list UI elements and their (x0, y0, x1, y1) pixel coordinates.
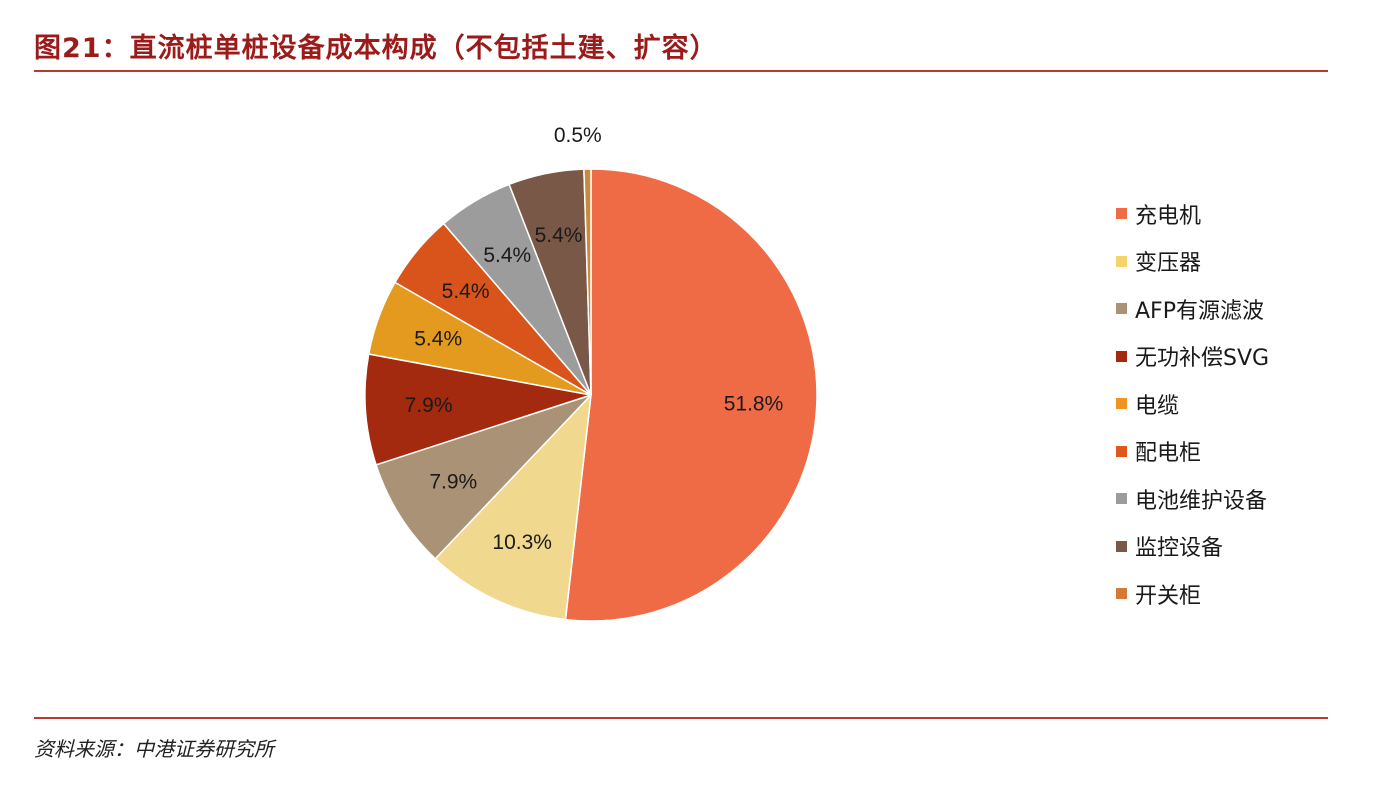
legend-item: 开关柜 (1116, 570, 1269, 618)
slice-data-label: 5.4% (442, 280, 490, 303)
pie-slice (583, 168, 592, 396)
legend-label: 开关柜 (1135, 583, 1202, 609)
pie-slice (434, 392, 592, 621)
legend-label: 监控设备 (1135, 536, 1224, 562)
legend-item: 变压器 (1116, 238, 1269, 286)
legend-label: AFP有源滤波 (1135, 298, 1264, 324)
slice-data-label: 10.3% (492, 531, 552, 554)
chart-legend: 充电机变压器 AFP有源滤波 无功补偿SVG 电缆配电柜电池维护设备 监控设备开关柜 (1116, 190, 1269, 618)
slice-data-label: 5.4% (483, 244, 531, 267)
legend-label: 充电机 (1135, 203, 1202, 229)
pie-slice (375, 394, 592, 560)
legend-swatch (1116, 540, 1127, 552)
slice-data-label: 0.5% (554, 124, 602, 147)
legend-item: 电池维护设备 (1116, 475, 1269, 523)
title-divider (34, 70, 1328, 72)
legend-label: 变压器 (1135, 251, 1202, 277)
legend-label: 电池维护设备 (1135, 488, 1268, 514)
legend-label: 无功补偿SVG (1135, 346, 1270, 372)
legend-swatch (1116, 493, 1127, 505)
slice-data-label: 7.9% (429, 470, 477, 493)
source-divider (34, 717, 1328, 719)
legend-swatch (1116, 350, 1127, 362)
legend-label: 电缆 (1135, 393, 1180, 419)
legend-item: 无功补偿SVG (1116, 333, 1269, 381)
slice-data-label: 5.4% (414, 327, 462, 350)
legend-item: 充电机 (1116, 190, 1269, 238)
pie-slice (364, 353, 592, 466)
legend-swatch (1116, 445, 1127, 457)
legend-swatch (1116, 303, 1127, 315)
figure-title: 图21：直流桩单桩设备成本构成（不包括土建、扩容） (34, 33, 718, 64)
legend-item: AFP有源滤波 (1116, 285, 1269, 333)
legend-item: 配电柜 (1116, 428, 1269, 476)
legend-item: 监控设备 (1116, 523, 1269, 571)
legend-swatch (1116, 588, 1127, 600)
slice-data-label: 7.9% (405, 394, 453, 417)
legend-swatch (1116, 398, 1127, 410)
legend-swatch (1116, 255, 1127, 267)
slice-data-label: 51.8% (724, 393, 784, 416)
source-note: 资料来源：中港证券研究所 (34, 737, 274, 761)
legend-item: 电缆 (1116, 380, 1269, 428)
pie-slice (564, 168, 818, 622)
slice-data-label: 5.4% (535, 224, 583, 247)
legend-swatch (1116, 208, 1127, 220)
legend-label: 配电柜 (1135, 441, 1202, 467)
